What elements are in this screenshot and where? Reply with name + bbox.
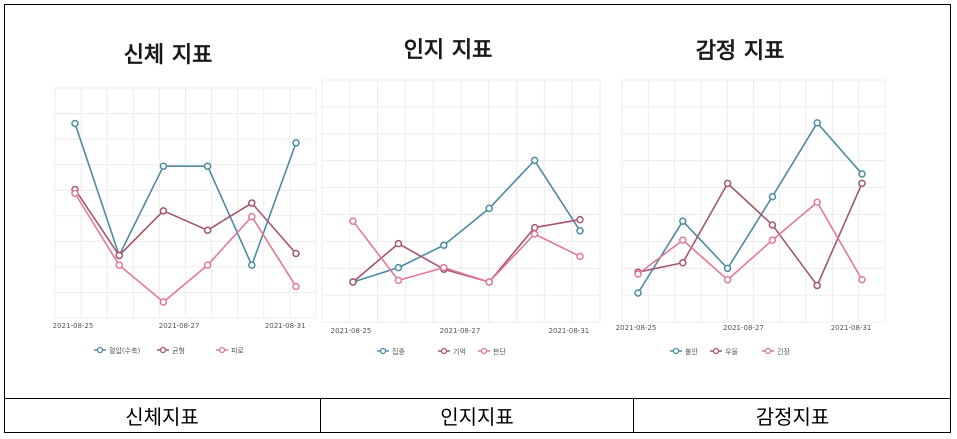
data-point: [634, 270, 642, 278]
series-line-2: [74, 192, 297, 303]
data-point: [634, 289, 642, 297]
legend-label: 불안: [685, 347, 698, 356]
data-point: [159, 162, 168, 170]
data-point: [159, 298, 168, 306]
chart-title: 신체 지표: [124, 43, 213, 68]
legend-label: 피로: [231, 346, 244, 355]
data-point: [115, 251, 123, 260]
data-point: [723, 179, 732, 188]
figure-table: [4, 4, 951, 433]
data-point: [485, 278, 493, 286]
x-tick-label: 2021-08-25: [616, 324, 657, 332]
series-line-2: [637, 201, 863, 281]
legend-label: 판단: [493, 347, 506, 356]
data-point: [723, 264, 732, 273]
x-tick-label: 2021-08-25: [331, 327, 372, 335]
legend-label: 긴장: [777, 347, 790, 356]
chart-title: 인지 지표: [404, 38, 493, 63]
data-point: [679, 217, 687, 225]
data-point: [530, 156, 539, 165]
legend-swatch-marker: [672, 347, 680, 355]
legend-swatch-marker: [764, 347, 772, 355]
x-tick-label: 2021-08-31: [831, 324, 872, 332]
data-point: [576, 215, 584, 224]
data-point: [71, 189, 79, 198]
data-point: [723, 276, 732, 284]
legend-label: 집중: [392, 347, 405, 356]
data-point: [394, 276, 403, 285]
x-tick-label: 2021-08-31: [549, 327, 590, 335]
data-point: [768, 192, 777, 201]
series-line-2: [352, 220, 581, 283]
x-tick-label: 2021-08-27: [159, 322, 200, 330]
x-tick-label: 2021-08-27: [723, 324, 764, 332]
x-tick-label: 2021-08-31: [265, 322, 306, 330]
caption-emotional: 감정지표: [755, 405, 830, 429]
data-point: [292, 249, 300, 258]
series-line-0: [637, 122, 863, 294]
data-point: [768, 236, 777, 244]
chart-title: 감정 지표: [696, 39, 785, 64]
data-point: [203, 162, 212, 170]
data-point: [858, 276, 866, 284]
legend-swatch-marker: [96, 346, 104, 354]
chart-1: 인지 지표 2021-08-25 2021-08-27 2021-08-31 집중 기억 판…: [321, 38, 601, 356]
data-point: [394, 263, 403, 272]
legend-label: 기억: [453, 347, 466, 356]
data-point: [292, 282, 300, 291]
legend-label: 혈압(수축): [109, 346, 140, 355]
series-line-0: [352, 159, 581, 283]
data-point: [71, 119, 79, 128]
chart-0: 신체 지표 2021-08-25 2021-08-27 2021-08-31 혈압(수축…: [53, 43, 317, 355]
series-line-1: [637, 182, 863, 287]
data-point: [813, 198, 821, 207]
data-point: [768, 221, 777, 229]
data-point: [159, 207, 168, 215]
data-point: [813, 281, 821, 290]
data-point: [248, 261, 256, 269]
legend-swatch-marker: [440, 347, 448, 355]
data-point: [679, 236, 687, 244]
cell-divider-1: [320, 398, 321, 433]
data-point: [349, 217, 357, 225]
data-point: [349, 278, 357, 286]
caption-physical: 신체지표: [125, 405, 199, 429]
data-point: [203, 226, 212, 234]
series-line-1: [74, 189, 297, 257]
table-divider: [4, 398, 951, 399]
data-point: [440, 241, 448, 249]
data-point: [530, 230, 539, 238]
data-point: [115, 261, 123, 269]
data-point: [813, 119, 821, 127]
data-point: [203, 261, 212, 269]
legend-swatch-marker: [218, 346, 226, 354]
data-point: [292, 139, 300, 147]
legend-swatch-marker: [480, 347, 488, 355]
series-line-1: [352, 218, 581, 283]
legend-swatch-marker: [159, 346, 167, 354]
data-point: [530, 223, 539, 232]
legend-swatch-marker: [379, 347, 387, 355]
charts-canvas: 신체 지표 2021-08-25 2021-08-27 2021-08-31 혈압(수축…: [53, 38, 886, 356]
legend-swatch-marker: [712, 347, 720, 355]
data-point: [248, 199, 256, 207]
x-tick-label: 2021-08-27: [440, 327, 481, 335]
x-tick-label: 2021-08-25: [53, 322, 94, 330]
data-point: [485, 204, 493, 213]
legend-label: 균형: [172, 347, 185, 355]
data-point: [248, 212, 256, 221]
data-point: [576, 252, 584, 261]
data-point: [858, 179, 866, 188]
cell-divider-2: [633, 398, 634, 433]
data-point: [576, 227, 584, 235]
chart-2: 감정 지표 2021-08-25 2021-08-27 2021-08-31 불안 우울 긴…: [616, 39, 886, 356]
legend-label: 우울: [725, 348, 738, 356]
series-line-0: [74, 123, 297, 266]
caption-cognitive: 인지지표: [440, 405, 514, 429]
data-point: [858, 170, 866, 178]
data-point: [394, 239, 403, 248]
data-point: [679, 259, 687, 267]
data-point: [440, 263, 448, 272]
